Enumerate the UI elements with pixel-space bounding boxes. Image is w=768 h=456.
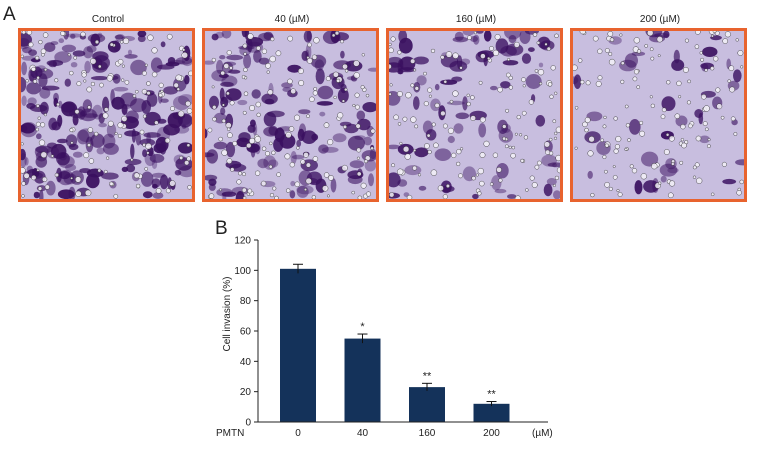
- micrograph-200: [570, 28, 747, 202]
- micrograph-control-canvas: [21, 31, 192, 199]
- micrograph-160-canvas: [389, 31, 560, 199]
- bars: *****: [280, 263, 510, 422]
- y-tick-label: 120: [234, 236, 251, 247]
- x-tick-label: 0: [295, 428, 301, 439]
- panel-a-letter: A: [3, 4, 16, 25]
- y-tick-label: 0: [245, 418, 251, 429]
- y-tick-label: 60: [240, 327, 252, 338]
- x-axis: 0 40 160 200: [258, 421, 548, 439]
- micrograph-control: [18, 28, 195, 202]
- bar: [409, 387, 445, 422]
- micrograph-200-canvas: [573, 31, 744, 199]
- x-tick-label: 40: [357, 428, 369, 439]
- bar: [280, 268, 316, 422]
- y-tick-label: 80: [240, 296, 252, 307]
- y-axis: 0 20 40 60 80 100 120: [234, 236, 259, 429]
- significance-marker: **: [423, 370, 432, 382]
- y-tick-label: 40: [240, 357, 252, 368]
- micrograph-40-canvas: [205, 31, 376, 199]
- significance-marker: **: [487, 389, 496, 401]
- bar: [344, 338, 381, 422]
- micrograph-40: [202, 28, 379, 202]
- image-label-200: 200 (µM): [639, 14, 681, 25]
- bar: [473, 403, 510, 422]
- x-axis-prefix-label: PMTN: [216, 428, 244, 439]
- x-axis-unit-label: (µM): [532, 428, 553, 439]
- y-tick-label: 20: [240, 387, 252, 398]
- y-axis-label: Cell invasion (%): [222, 276, 233, 351]
- x-tick-label: 160: [419, 428, 436, 439]
- significance-marker: *: [360, 321, 365, 333]
- x-tick-label: 200: [483, 428, 500, 439]
- image-label-control: Control: [91, 14, 125, 25]
- micrograph-160: [386, 28, 563, 202]
- image-label-40: 40 (µM): [274, 14, 310, 25]
- panel-b-letter: B: [215, 218, 228, 239]
- y-tick-label: 100: [234, 266, 251, 277]
- image-label-160: 160 (µM): [455, 14, 497, 25]
